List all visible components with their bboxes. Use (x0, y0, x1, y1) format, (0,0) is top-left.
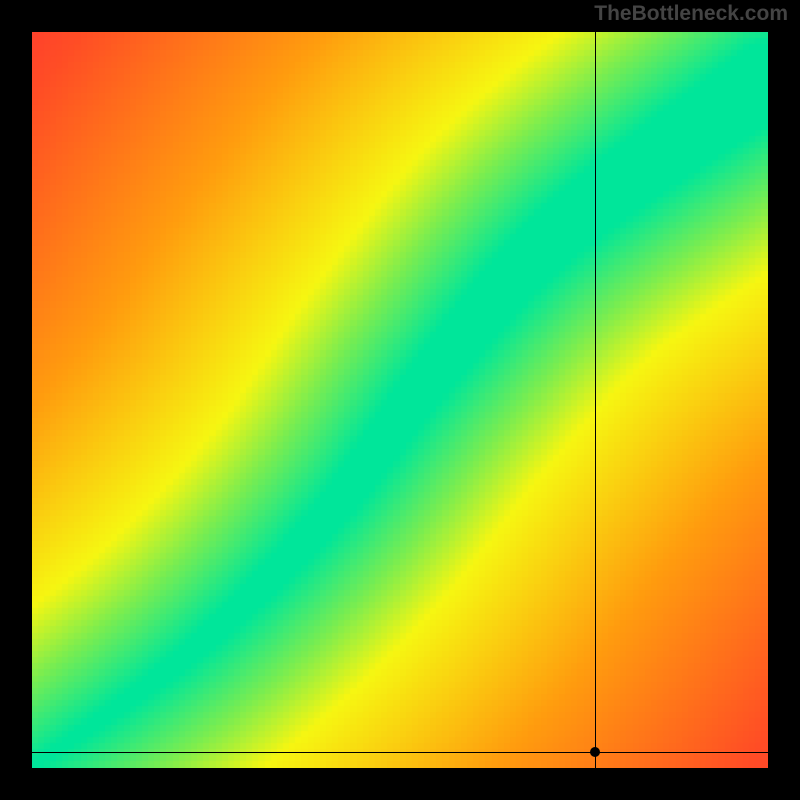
plot-area (32, 32, 768, 768)
attribution-text: TheBottleneck.com (594, 2, 788, 26)
crosshair-horizontal (32, 752, 768, 753)
crosshair-marker (590, 747, 600, 757)
heatmap-canvas (32, 32, 768, 768)
crosshair-vertical (595, 32, 596, 768)
